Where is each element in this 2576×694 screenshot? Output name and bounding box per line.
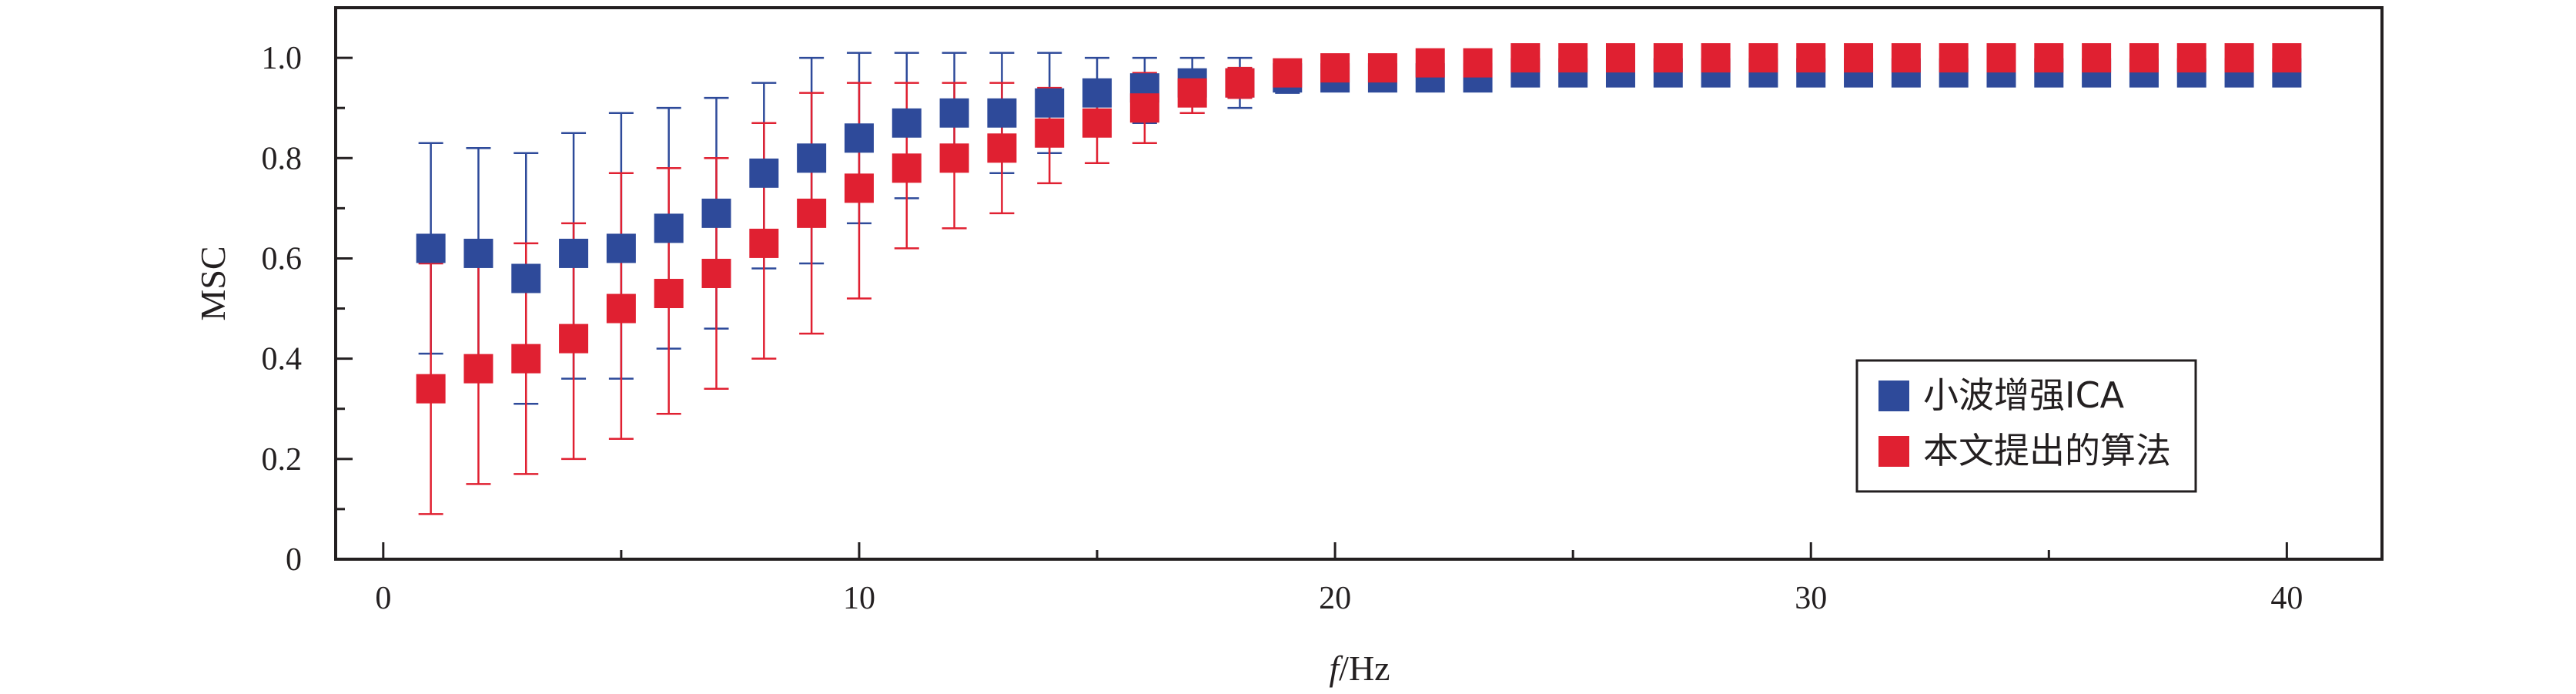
point-proposed (1748, 43, 1778, 73)
point-proposed (654, 279, 684, 309)
point-proposed (797, 198, 827, 228)
point-proposed (559, 324, 589, 354)
point-proposed (1558, 43, 1588, 73)
y-tick-label: 0 (286, 542, 302, 578)
point-proposed (1367, 53, 1397, 83)
x-tick-label: 40 (2270, 581, 2303, 616)
point-proposed (2176, 43, 2206, 73)
point-wavelet-ica (797, 143, 827, 173)
point-proposed (416, 374, 446, 404)
x-tick-label: 30 (1795, 581, 1827, 616)
point-proposed (892, 153, 922, 183)
point-wavelet-ica (606, 233, 636, 263)
point-proposed (1082, 108, 1112, 138)
legend-box (1855, 359, 2197, 493)
point-proposed (2224, 43, 2254, 73)
point-proposed (2272, 43, 2302, 73)
point-proposed (1177, 78, 1207, 108)
point-wavelet-ica (701, 198, 731, 228)
point-proposed (1225, 68, 1255, 98)
point-proposed (2129, 43, 2159, 73)
point-proposed (1273, 58, 1303, 88)
point-proposed (1653, 43, 1683, 73)
legend-marker-wavelet-ica (1878, 381, 1909, 411)
y-tick-label: 0.4 (262, 342, 303, 377)
point-wavelet-ica (511, 263, 541, 293)
point-proposed (606, 293, 636, 324)
point-proposed (1986, 43, 2016, 73)
point-proposed (749, 228, 779, 258)
point-proposed (987, 133, 1017, 163)
point-proposed (939, 143, 969, 173)
legend-label-proposed: 本文提出的算法 (1923, 430, 2171, 471)
y-tick-label: 0.2 (262, 442, 303, 478)
y-tick-label: 0.8 (262, 141, 303, 176)
point-proposed (1796, 43, 1826, 73)
point-wavelet-ica (416, 233, 446, 263)
y-axis-ticks: 0 0.2 0.4 0.6 0.8 1.0 (262, 6, 353, 578)
point-proposed (1844, 43, 1874, 73)
legend-label-wavelet-ica: 小波增强ICA (1923, 374, 2125, 416)
point-wavelet-ica (892, 108, 922, 138)
point-proposed (1939, 43, 1969, 73)
y-tick-label: 0.6 (262, 241, 303, 277)
point-proposed (844, 173, 874, 203)
point-proposed (701, 258, 731, 288)
point-proposed (1463, 48, 1493, 78)
x-tick-label: 0 (375, 581, 391, 616)
plot-frame (334, 6, 2384, 561)
x-axis-label-unit: /Hz (1339, 649, 1390, 688)
legend: 小波增强ICA 本文提出的算法 (1855, 359, 2197, 493)
point-proposed (511, 344, 541, 374)
y-axis-label: MSC (193, 246, 233, 320)
point-wavelet-ica (844, 123, 874, 153)
x-axis-ticks: 0 10 20 30 40 (375, 542, 2303, 616)
point-wavelet-ica (1035, 88, 1065, 118)
point-wavelet-ica (939, 98, 969, 128)
point-proposed (1035, 118, 1065, 148)
point-proposed (2034, 43, 2064, 73)
point-proposed (1701, 43, 1731, 73)
point-wavelet-ica (987, 98, 1017, 128)
point-proposed (463, 354, 493, 384)
point-wavelet-ica (463, 238, 493, 268)
point-proposed (2082, 43, 2112, 73)
x-axis-label: f/Hz (1329, 649, 1390, 688)
point-proposed (1320, 53, 1350, 83)
point-proposed (1415, 48, 1445, 78)
legend-marker-proposed (1878, 436, 1909, 467)
point-wavelet-ica (749, 158, 779, 188)
point-proposed (1129, 93, 1159, 123)
point-proposed (1510, 43, 1541, 73)
point-wavelet-ica (559, 238, 589, 268)
y-tick-label: 1.0 (262, 41, 303, 76)
point-wavelet-ica (1082, 78, 1112, 108)
x-tick-label: 10 (843, 581, 875, 616)
x-tick-label: 20 (1319, 581, 1351, 616)
point-proposed (1605, 43, 1635, 73)
point-proposed (1891, 43, 1921, 73)
data-markers (416, 43, 2302, 404)
point-wavelet-ica (654, 213, 684, 243)
